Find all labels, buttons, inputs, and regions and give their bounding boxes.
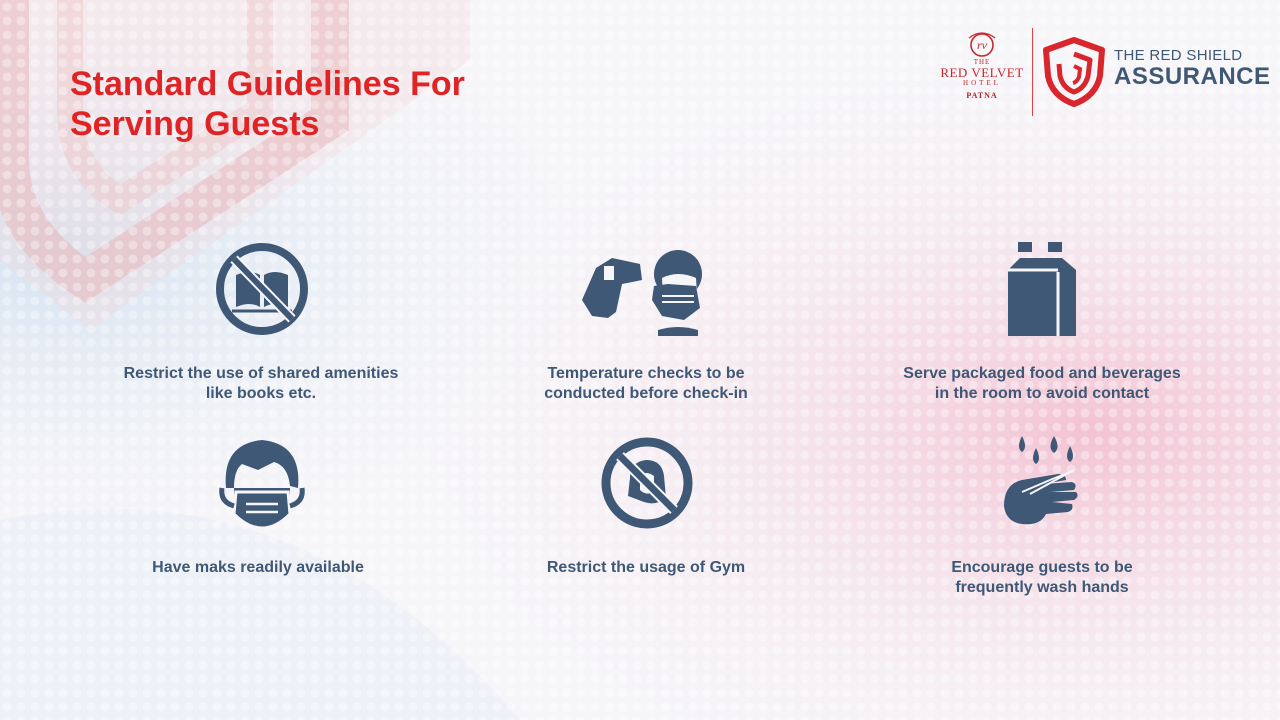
no-gym-icon <box>600 436 694 535</box>
guideline-caption-1: Restrict the use of shared amenities lik… <box>123 365 399 402</box>
guideline-caption-3: Serve packaged food and beverages in the… <box>903 365 1181 402</box>
hotel-logo-name: RED VELVET <box>940 65 1024 80</box>
page-title-line-2: Serving Guests <box>70 105 320 143</box>
page-title: Standard Guidelines For Serving Guests <box>70 64 465 144</box>
red-velvet-hotel-logo: rv THE RED VELVET HOTEL PATNA <box>936 30 1028 100</box>
assurance-line-1: THE RED SHIELD <box>1114 47 1243 64</box>
guideline-caption-5: Restrict the usage of Gym <box>546 559 746 576</box>
svg-text:rv: rv <box>977 38 988 52</box>
no-books-icon <box>214 241 310 342</box>
assurance-line-2: ASSURANCE <box>1114 63 1271 90</box>
face-mask-icon <box>218 436 306 537</box>
logo-divider <box>1032 28 1033 116</box>
hotel-logo-city: PATNA <box>966 91 998 100</box>
thermometer-check-icon <box>578 240 718 341</box>
red-shield-logo-icon <box>1043 37 1105 107</box>
guideline-caption-6: Encourage guests to be frequently wash h… <box>951 559 1133 596</box>
red-velvet-monogram-icon: rv <box>968 32 996 57</box>
hotel-logo-the: THE <box>973 58 991 66</box>
page-title-line-1: Standard Guidelines For <box>70 65 465 103</box>
red-shield-assurance-wordmark: THE RED SHIELD ASSURANCE <box>1114 48 1271 90</box>
guideline-caption-2: Temperature checks to be conducted befor… <box>544 365 748 402</box>
packaged-food-icon <box>1000 240 1084 343</box>
guideline-caption-4: Have maks readily available <box>152 559 364 576</box>
hotel-logo-hotel: HOTEL <box>963 79 1001 87</box>
brand-logos: rv THE RED VELVET HOTEL PATNA THE RED SH… <box>930 26 1270 122</box>
wash-hands-icon <box>1000 434 1090 535</box>
